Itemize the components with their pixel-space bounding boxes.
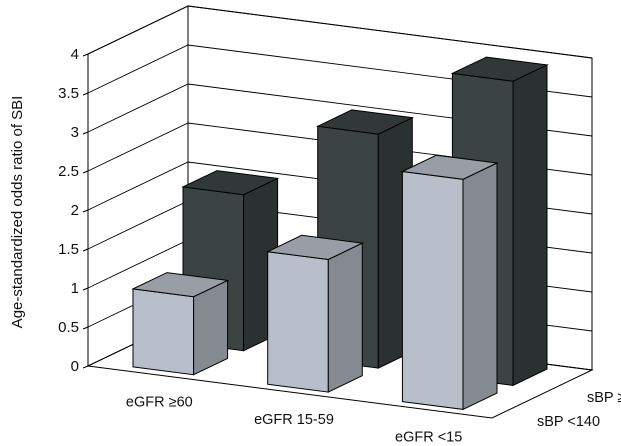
bar-top-face [450, 56, 549, 82]
labels: 0 0.5 1 1.5 2 2.5 3 3.5 4 eGFR ≥60 eGFR 15-59 eGFR … [58, 46, 621, 445]
y-tick-mark [82, 92, 89, 96]
bar-front-face [132, 288, 195, 376]
y-tick-mark [82, 209, 89, 213]
y-tick-mark [82, 131, 89, 135]
bar-side-face [327, 242, 363, 393]
bar-top-face [315, 109, 415, 135]
bar-side-face [512, 64, 548, 387]
y-tick-mark [82, 365, 89, 369]
category-label: eGFR ≥60 [126, 395, 193, 411]
y-tick-label: 0.5 [58, 319, 79, 336]
bar [400, 154, 499, 411]
y-tick-mark [82, 53, 89, 57]
y-tick-label: 1 [71, 280, 79, 297]
y-tick-label: 2.5 [58, 163, 79, 180]
bar-front-face [401, 170, 464, 410]
y-tick-label: 4 [71, 46, 79, 63]
y-tick-label: 2 [71, 202, 79, 219]
y-tick-label: 3 [71, 124, 79, 141]
bar-front-face [267, 251, 329, 393]
category-label: eGFR <15 [395, 429, 462, 445]
bar [265, 234, 365, 393]
bar-top-face [265, 234, 365, 261]
bar-side-face [462, 162, 498, 411]
bar-top-face [400, 154, 499, 180]
gridline [87, 5, 593, 59]
y-tick-label: 3.5 [58, 85, 79, 102]
bar-top-face [131, 272, 230, 298]
y-tick-label: 1.5 [58, 241, 79, 258]
bar-top-face [181, 170, 280, 196]
y-tick-mark [82, 287, 89, 291]
y-tick-mark [82, 248, 89, 252]
bar [131, 272, 230, 376]
y-tick-mark [82, 326, 89, 330]
category-label: eGFR 15-59 [254, 412, 334, 428]
y-tick-mark [82, 170, 89, 174]
y-axis-label: Age-standardized odds ratio of SBI [9, 96, 26, 329]
y-tick-label: 0 [71, 358, 79, 375]
bars [131, 56, 549, 411]
series-label: sBP ≥140 [587, 390, 621, 406]
bar [450, 56, 549, 387]
series-label: sBP <140 [537, 414, 600, 430]
